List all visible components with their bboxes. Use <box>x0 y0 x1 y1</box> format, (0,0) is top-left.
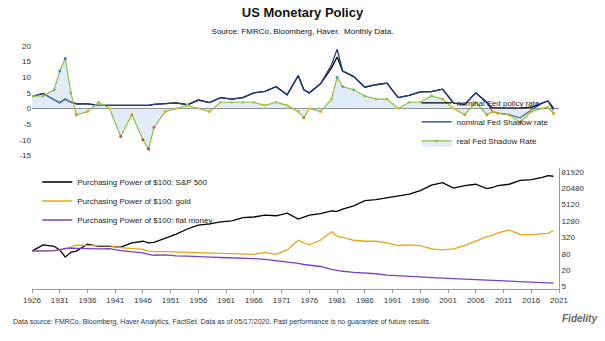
svg-text:1941: 1941 <box>106 296 124 305</box>
svg-text:Data source: FMRCo, Bloomberg,: Data source: FMRCo, Bloomberg, Haver Ana… <box>13 318 431 326</box>
svg-text:10: 10 <box>22 73 31 82</box>
svg-text:0: 0 <box>27 104 32 113</box>
svg-text:5: 5 <box>562 282 567 291</box>
svg-text:2006: 2006 <box>467 296 485 305</box>
svg-text:2001: 2001 <box>439 296 457 305</box>
svg-text:1946: 1946 <box>134 296 152 305</box>
svg-text:real Fed Shadow Rate: real Fed Shadow Rate <box>457 137 537 146</box>
svg-text:1981: 1981 <box>328 296 346 305</box>
svg-text:1986: 1986 <box>356 296 374 305</box>
svg-text:1996: 1996 <box>411 296 429 305</box>
svg-text:5: 5 <box>27 89 32 98</box>
svg-text:320: 320 <box>562 233 576 242</box>
svg-text:20: 20 <box>22 42 31 51</box>
svg-text:1961: 1961 <box>217 296 235 305</box>
svg-text:1966: 1966 <box>245 296 263 305</box>
svg-text:80: 80 <box>562 249 571 258</box>
svg-text:20480: 20480 <box>562 184 585 193</box>
svg-text:1280: 1280 <box>562 217 580 226</box>
svg-text:-15: -15 <box>19 151 31 160</box>
svg-text:1931: 1931 <box>51 296 69 305</box>
svg-text:-5: -5 <box>24 120 32 129</box>
svg-text:20: 20 <box>562 266 571 275</box>
svg-text:1956: 1956 <box>190 296 208 305</box>
svg-text:81920: 81920 <box>562 168 585 177</box>
svg-text:-10: -10 <box>19 136 31 145</box>
svg-text:Fidelity: Fidelity <box>562 313 597 324</box>
svg-text:1951: 1951 <box>162 296 180 305</box>
svg-text:2011: 2011 <box>495 296 513 305</box>
svg-text:US Monetary PolicySource: FMRC: US Monetary PolicySource: FMRCo, Bloombe… <box>212 5 394 36</box>
svg-text:Purchasing Power of $100: fiat: Purchasing Power of $100: fiat money <box>77 216 212 225</box>
svg-text:Purchasing Power of $100: S&P: Purchasing Power of $100: S&P 500 <box>77 178 207 187</box>
svg-text:1926: 1926 <box>23 296 41 305</box>
svg-text:2021: 2021 <box>550 296 568 305</box>
svg-text:1991: 1991 <box>384 296 402 305</box>
svg-text:1976: 1976 <box>300 296 318 305</box>
svg-text:15: 15 <box>22 57 31 66</box>
svg-text:nominal Fed policy rate: nominal Fed policy rate <box>457 99 540 108</box>
svg-text:1936: 1936 <box>79 296 97 305</box>
svg-text:nominal Fed Shadow rate: nominal Fed Shadow rate <box>457 118 549 127</box>
svg-text:5120: 5120 <box>562 200 580 209</box>
svg-text:1971: 1971 <box>273 296 291 305</box>
svg-text:Purchasing Power of $100: gold: Purchasing Power of $100: gold <box>77 197 190 206</box>
svg-text:2016: 2016 <box>522 296 540 305</box>
